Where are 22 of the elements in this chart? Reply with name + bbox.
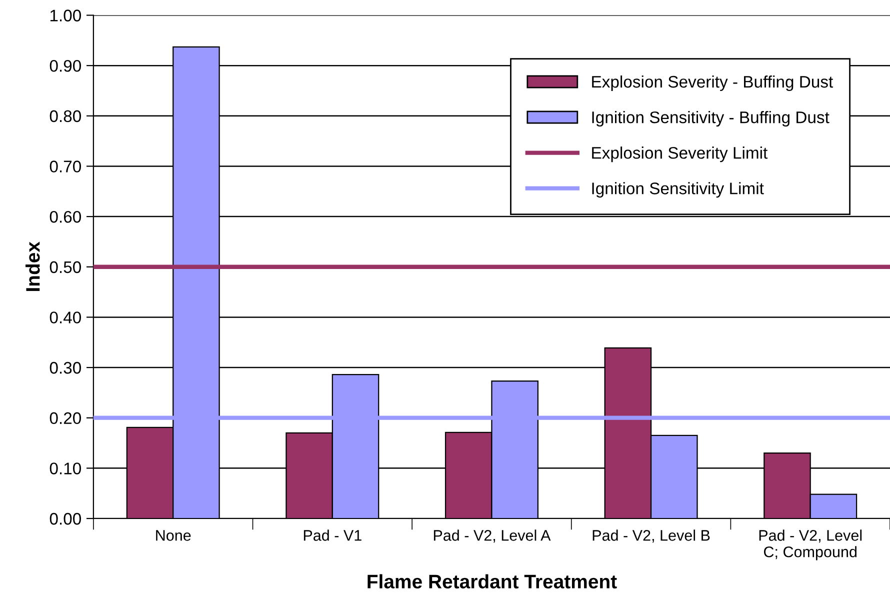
y-tick-label: 0.50 bbox=[50, 261, 81, 274]
y-tick-label: 1.00 bbox=[50, 10, 81, 22]
x-tick-label: Pad - V1 bbox=[304, 530, 362, 541]
y-tick-label: 0.90 bbox=[50, 60, 81, 72]
y-tick-label: 0.30 bbox=[50, 362, 81, 374]
x-tick-label: Pad - V2, Level B bbox=[592, 530, 710, 543]
x-tick-label: Pad - V2, Level A bbox=[434, 530, 551, 543]
legend-label: Ignition Sensitivity Limit bbox=[592, 182, 764, 198]
y-axis-title: Index bbox=[26, 242, 40, 291]
legend-label: Ignition Sensitivity - Buffing Dust bbox=[592, 111, 830, 127]
y-tick-label: 0.10 bbox=[50, 462, 81, 474]
y-tick-label: 0.20 bbox=[50, 412, 81, 424]
y-tick-label: 0.80 bbox=[50, 110, 81, 122]
y-tick-label: 0.70 bbox=[50, 160, 81, 172]
legend-label: Explosion Severity Limit bbox=[592, 146, 768, 162]
y-tick-label: 0.00 bbox=[50, 512, 81, 525]
x-axis-title: Flame Retardant Treatment bbox=[368, 574, 617, 588]
x-tick-label: None bbox=[156, 530, 191, 541]
x-tick-label: Pad - V2, Level C; Compound bbox=[759, 530, 862, 560]
legend-label: Explosion Severity - Buffing Dust bbox=[592, 75, 834, 92]
y-tick-label: 0.40 bbox=[50, 312, 81, 324]
y-tick-label: 0.60 bbox=[50, 210, 81, 223]
